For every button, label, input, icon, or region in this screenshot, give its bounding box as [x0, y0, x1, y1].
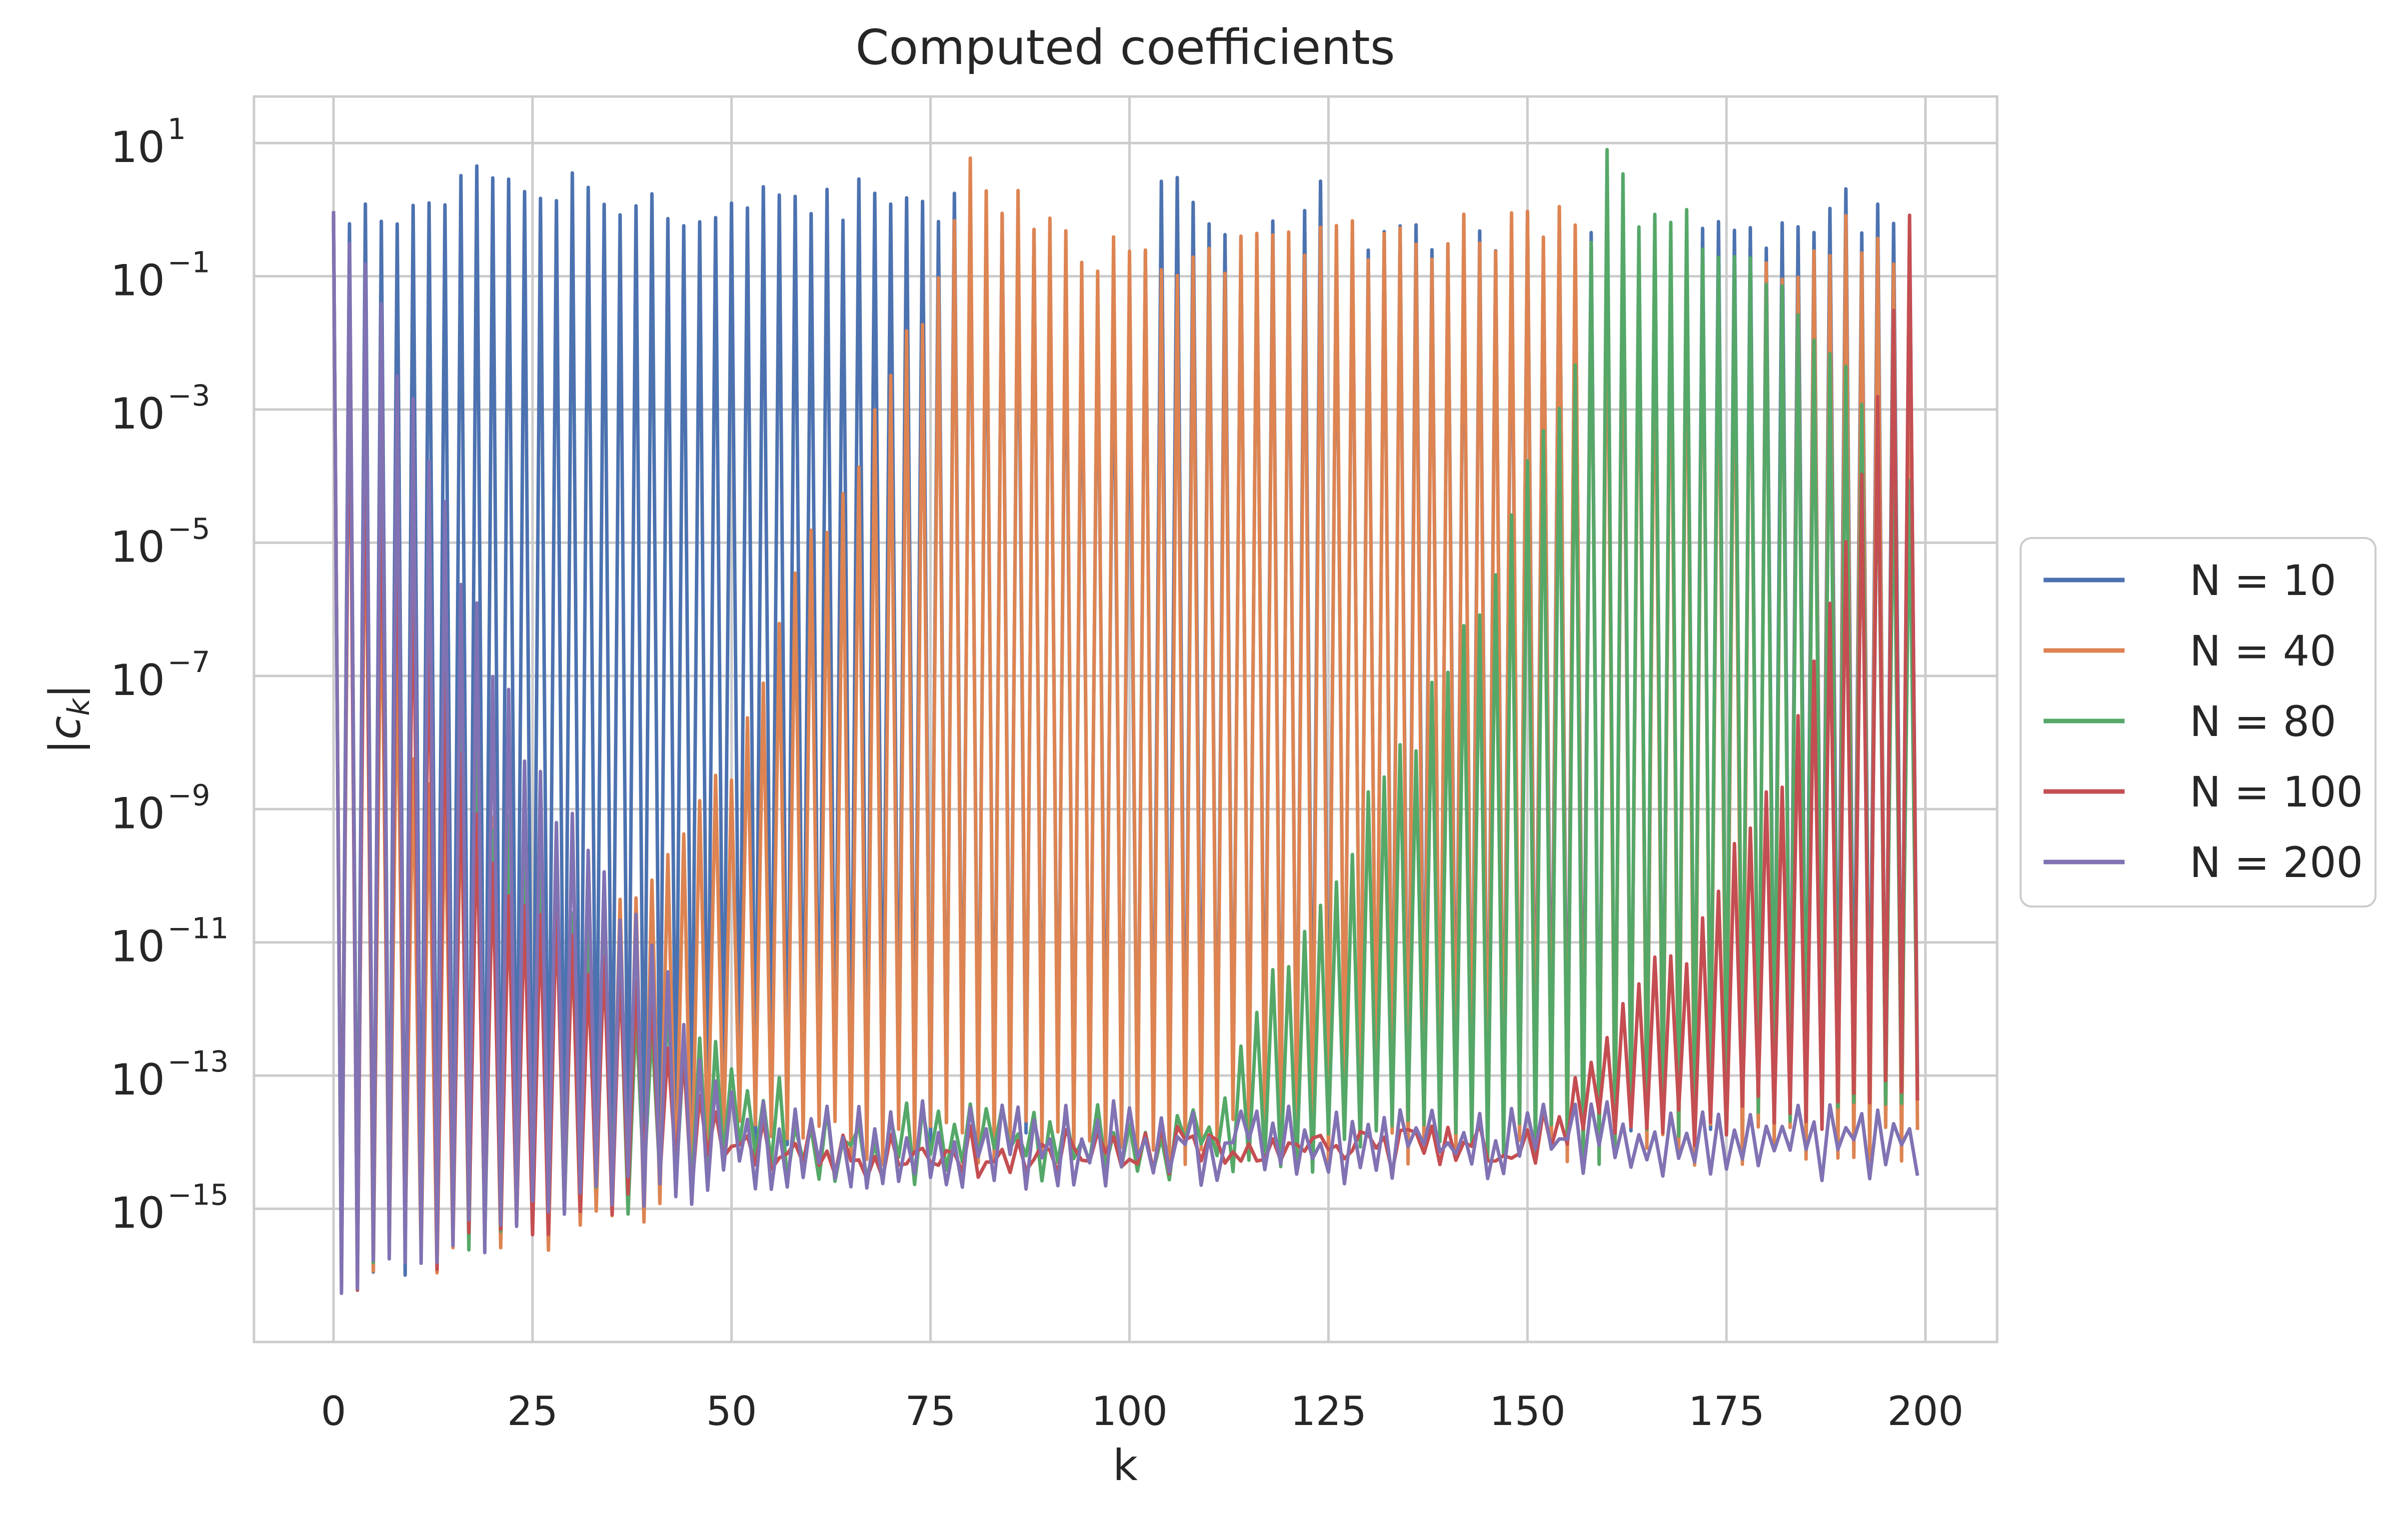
- legend-label: N = 40: [2190, 626, 2337, 676]
- y-tick-exponent: −1: [167, 246, 210, 280]
- y-label-subscript: k: [61, 698, 96, 716]
- y-tick-exponent: −7: [167, 645, 210, 679]
- y-tick-label: 10: [110, 256, 165, 306]
- y-tick-label: 10: [110, 788, 165, 838]
- svg-text:|ck|: |ck|: [40, 684, 96, 754]
- x-tick-label: 0: [321, 1388, 346, 1434]
- y-tick-label: 10: [110, 522, 165, 572]
- y-tick-label: 10: [110, 122, 165, 172]
- x-tick-labels: 0 25 50 75 100 125 150 175 200: [321, 1388, 1964, 1434]
- y-tick-exponent: −15: [167, 1178, 228, 1212]
- y-tick-exponent: 1: [167, 112, 186, 146]
- y-tick-label: 10: [110, 922, 165, 972]
- legend-label: N = 100: [2190, 768, 2363, 816]
- chart-title: Computed coefficients: [855, 20, 1395, 76]
- plot-frame: [252, 95, 1999, 1344]
- series-layer: [331, 148, 1920, 1296]
- series-line-5: [331, 211, 1920, 1296]
- y-label-symbol: c: [40, 716, 90, 740]
- y-tick-exponent: −13: [167, 1044, 228, 1078]
- legend-label: N = 200: [2190, 838, 2363, 887]
- x-tick-label: 75: [905, 1388, 956, 1434]
- x-axis-label: k: [1113, 1440, 1138, 1490]
- y-tick-label: 10: [110, 389, 165, 439]
- x-tick-label: 50: [706, 1388, 757, 1434]
- x-tick-label: 125: [1290, 1388, 1367, 1434]
- legend-label: N = 80: [2190, 697, 2337, 746]
- y-label-bar-left: |: [40, 740, 90, 754]
- legend-label: N = 10: [2190, 556, 2337, 605]
- x-tick-label: 25: [507, 1388, 558, 1434]
- y-tick-label: 10: [110, 1188, 165, 1238]
- y-tick-exponent: −9: [167, 778, 210, 812]
- legend: N = 10 N = 40 N = 80 N = 100 N = 200: [2020, 537, 2377, 908]
- x-tick-label: 100: [1091, 1388, 1168, 1434]
- y-tick-label: 10: [110, 656, 165, 706]
- x-tick-label: 200: [1887, 1388, 1964, 1434]
- y-tick-exponent: −5: [167, 512, 210, 546]
- x-tick-label: 175: [1688, 1388, 1765, 1434]
- y-tick-exponent: −3: [167, 378, 210, 412]
- y-axis-label: |ck|: [40, 684, 96, 754]
- y-tick-exponent: −11: [167, 912, 228, 946]
- legend-entries: N = 10 N = 40 N = 80 N = 100 N = 200: [2044, 556, 2363, 887]
- y-tick-label: 10: [110, 1055, 165, 1105]
- y-label-bar-right: |: [40, 684, 90, 698]
- x-tick-label: 150: [1489, 1388, 1566, 1434]
- legend-box: [2020, 537, 2377, 908]
